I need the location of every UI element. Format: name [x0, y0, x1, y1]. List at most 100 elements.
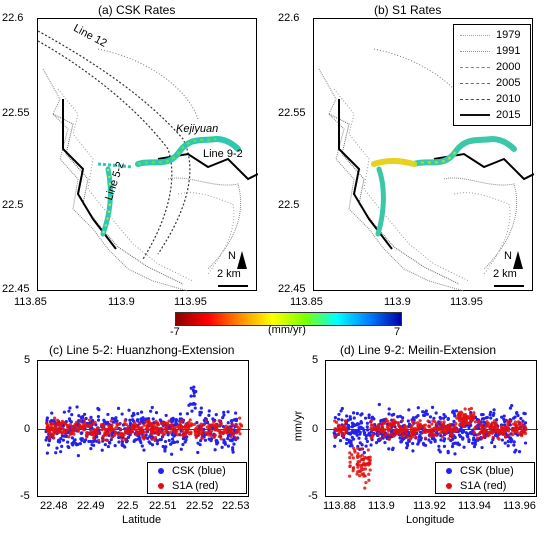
s1a-point [409, 436, 413, 440]
s1a-point [235, 431, 239, 435]
csk-point [106, 412, 110, 417]
y-tick-c: 5 [24, 354, 31, 366]
csk-point [424, 409, 428, 413]
csk-point [357, 436, 361, 440]
csk-point [60, 434, 65, 438]
s1a-point [435, 426, 439, 430]
x-tick-d: 113.9 [368, 500, 395, 512]
csk-point [489, 416, 493, 420]
csk-point [359, 413, 363, 417]
s1a-point [423, 436, 428, 440]
s1a-point [498, 429, 502, 433]
s1a-point [503, 435, 508, 439]
legend-s1a: S1A (red) [148, 478, 246, 493]
csk-point [332, 431, 336, 435]
s1a-point [480, 427, 484, 431]
s1a-point [213, 433, 217, 437]
s1a-point [359, 447, 364, 451]
s1a-point [506, 429, 511, 433]
csk-point [351, 422, 356, 426]
s1a-point [473, 425, 477, 429]
s1a-point [333, 427, 337, 431]
csk-point [185, 412, 189, 416]
csk-point [416, 406, 420, 410]
s1a-point [92, 436, 96, 440]
s1a-point [124, 427, 128, 431]
s1a-point [406, 435, 410, 439]
s1a-point [218, 430, 222, 435]
s1a-point [511, 433, 515, 437]
csk-point [425, 412, 429, 416]
s1a-point [165, 421, 170, 425]
csk-point [458, 434, 463, 439]
s1a-point [438, 431, 443, 435]
csk-point [123, 445, 127, 449]
csk-point [222, 410, 226, 414]
s1a-point [205, 425, 209, 429]
csk-point [45, 416, 49, 420]
s1a-point [59, 422, 63, 427]
s1a-point [450, 427, 454, 431]
s1a-point [381, 421, 386, 425]
csk-point [150, 443, 155, 447]
s1a-point [398, 427, 403, 431]
csk-point [172, 440, 176, 444]
csk-point [163, 449, 167, 453]
s1a-point [95, 426, 100, 430]
s1a-point [162, 420, 166, 425]
s1a-point [384, 432, 388, 437]
csk-point [502, 414, 506, 418]
s1a-point [189, 430, 193, 434]
s1a-point [462, 424, 466, 428]
csk-point [59, 436, 63, 441]
legend-year: 2010 [496, 93, 521, 105]
s1a-point [99, 423, 104, 427]
csk-point [47, 439, 52, 443]
s1a-point [348, 464, 352, 468]
csk-point [117, 440, 121, 444]
csk-point [336, 417, 341, 421]
s1a-point [344, 429, 348, 434]
csk-point [348, 432, 352, 436]
s1a-point [115, 422, 119, 426]
csk-point [437, 444, 441, 448]
csk-point [490, 440, 494, 445]
csk-point [366, 428, 370, 432]
csk-point [149, 409, 153, 413]
s1a-point [104, 427, 108, 431]
x-tick-d: 113.94 [458, 500, 491, 512]
csk-point [492, 408, 496, 412]
csk-point [117, 435, 121, 440]
s1a-point [208, 431, 212, 435]
s1a-point [378, 437, 382, 441]
s1a-point [484, 425, 488, 429]
s1a-point [150, 437, 154, 441]
s1a-point [55, 421, 59, 425]
s1a-point [418, 419, 422, 423]
csk-point [198, 410, 202, 415]
s1a-point [400, 418, 405, 423]
s1a-point [369, 423, 374, 427]
s1a-point [333, 434, 337, 438]
csk-point [100, 448, 104, 452]
csk-point [70, 436, 75, 440]
csk-point [127, 408, 131, 412]
s1a-point [109, 419, 113, 423]
s1a-point [135, 432, 139, 437]
csk-point [57, 438, 61, 442]
csk-point [207, 413, 211, 418]
csk-point [226, 444, 230, 448]
csk-point [454, 441, 458, 445]
csk-point [411, 441, 415, 446]
csk-point [417, 435, 422, 439]
s1a-point [238, 416, 242, 420]
s1a-point [396, 421, 400, 425]
y-tick-d: -5 [308, 490, 318, 502]
s1a-point [97, 438, 101, 442]
s1a-point [72, 432, 76, 436]
csk-point [503, 441, 507, 445]
x-tick-c: 22.48 [40, 500, 68, 512]
csk-point [427, 438, 431, 442]
s1a-point [513, 420, 518, 424]
csk-point [115, 419, 119, 423]
